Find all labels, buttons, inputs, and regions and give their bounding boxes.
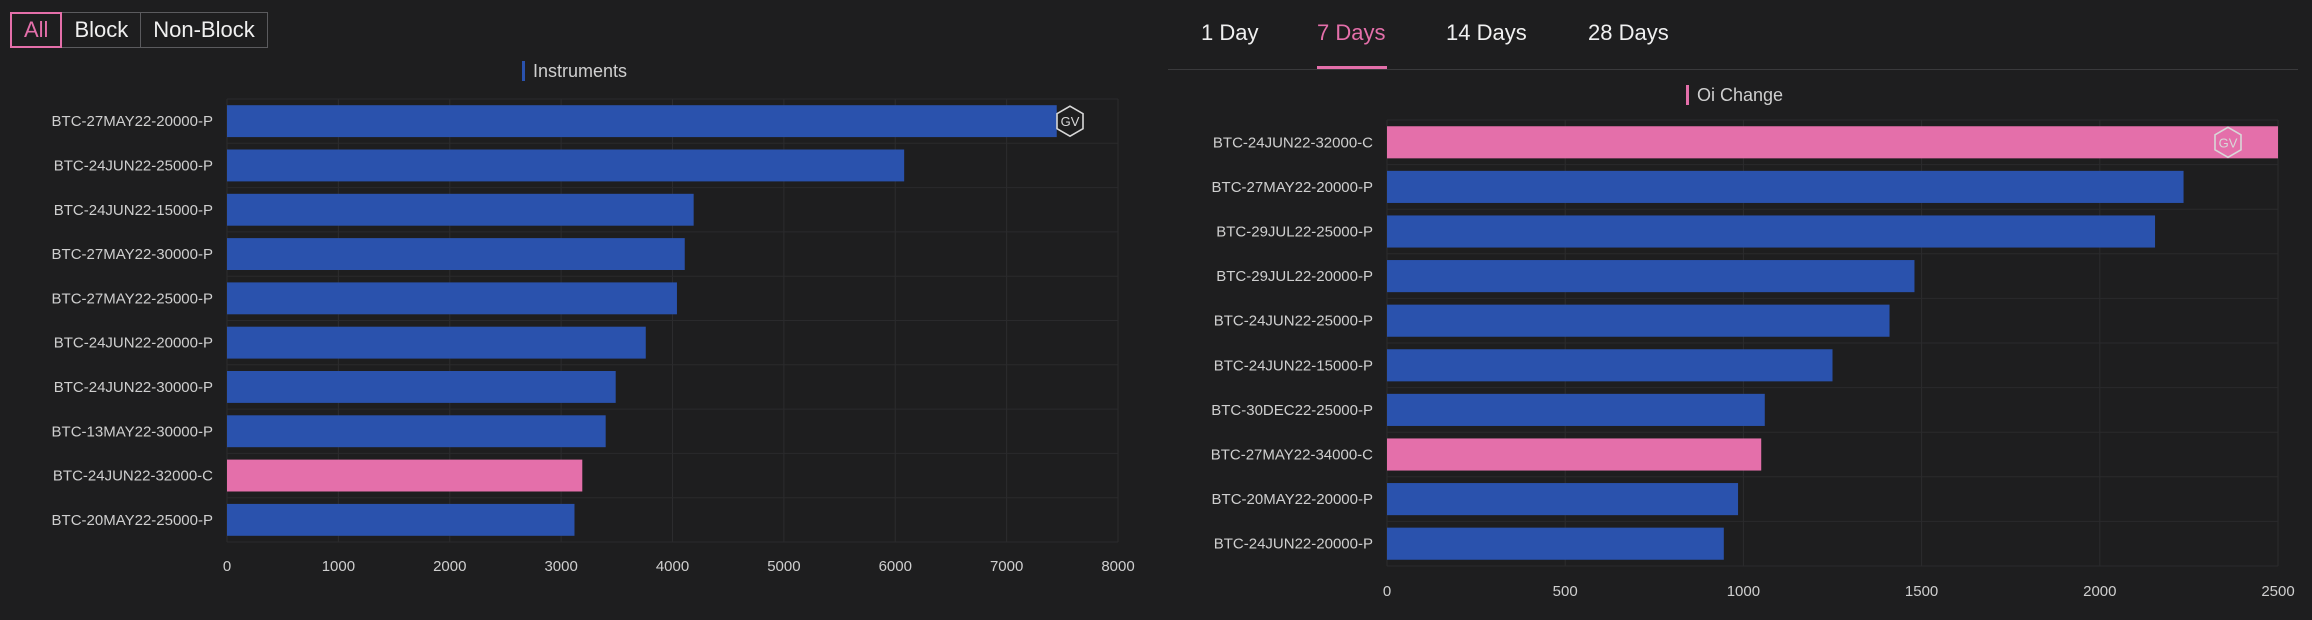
filter-block-button[interactable]: Block bbox=[61, 12, 142, 48]
bar bbox=[1387, 438, 1762, 471]
legend-swatch bbox=[1686, 85, 1689, 105]
x-tick-label: 6000 bbox=[879, 558, 912, 575]
bar bbox=[1387, 527, 1724, 560]
category-label: BTC-24JUN22-32000-C bbox=[1213, 134, 1373, 151]
bar bbox=[1387, 349, 1833, 382]
legend-swatch bbox=[522, 61, 525, 81]
category-label: BTC-24JUN22-32000-C bbox=[53, 468, 213, 485]
svg-text:GV: GV bbox=[2219, 135, 2238, 150]
legend-label: Instruments bbox=[533, 61, 627, 81]
filter-non-block-button[interactable]: Non-Block bbox=[140, 12, 268, 48]
bar bbox=[227, 459, 583, 492]
x-tick-label: 0 bbox=[1383, 583, 1391, 600]
category-label: BTC-20MAY22-20000-P bbox=[1212, 491, 1373, 508]
bar bbox=[1387, 170, 2184, 203]
category-label: BTC-24JUN22-15000-P bbox=[54, 202, 213, 219]
gv-logo-icon: GV bbox=[1056, 105, 1084, 138]
bar bbox=[227, 282, 677, 315]
x-tick-label: 2000 bbox=[433, 558, 466, 575]
category-label: BTC-24JUN22-20000-P bbox=[54, 335, 213, 352]
category-label: BTC-29JUL22-20000-P bbox=[1216, 268, 1373, 285]
bar bbox=[1387, 126, 2278, 159]
category-label: BTC-27MAY22-30000-P bbox=[52, 246, 213, 263]
bar bbox=[1387, 393, 1765, 426]
category-label: BTC-24JUN22-20000-P bbox=[1214, 536, 1373, 553]
x-tick-label: 8000 bbox=[1101, 558, 1134, 575]
category-label: BTC-13MAY22-30000-P bbox=[52, 423, 213, 440]
bar bbox=[227, 193, 694, 226]
bar bbox=[1387, 260, 1915, 293]
filter-all-button[interactable]: All bbox=[10, 12, 63, 48]
bar bbox=[227, 326, 646, 359]
legend-label: Oi Change bbox=[1697, 85, 1783, 105]
bar bbox=[227, 105, 1057, 138]
bar bbox=[1387, 215, 2156, 248]
svg-text:GV: GV bbox=[1061, 114, 1080, 129]
tab-7-days[interactable]: 7 Days bbox=[1317, 20, 1386, 45]
x-tick-label: 4000 bbox=[656, 558, 689, 575]
chart-legend: Oi Change bbox=[1686, 85, 1783, 105]
bar bbox=[227, 371, 616, 403]
category-label: BTC-27MAY22-34000-C bbox=[1211, 447, 1373, 464]
category-label: BTC-29JUL22-25000-P bbox=[1216, 224, 1373, 241]
x-tick-label: 7000 bbox=[990, 558, 1023, 575]
x-tick-label: 1500 bbox=[1905, 583, 1938, 600]
category-label: BTC-30DEC22-25000-P bbox=[1211, 402, 1373, 419]
category-label: BTC-24JUN22-25000-P bbox=[54, 157, 213, 174]
tab-1-day[interactable]: 1 Day bbox=[1201, 20, 1259, 45]
period-tabs: 1 Day 7 Days 14 Days 28 Days bbox=[1168, 0, 2298, 70]
bar bbox=[227, 238, 685, 270]
bar bbox=[1387, 483, 1739, 516]
category-label: BTC-20MAY22-25000-P bbox=[52, 512, 213, 529]
category-label: BTC-24JUN22-30000-P bbox=[54, 379, 213, 396]
x-tick-label: 3000 bbox=[544, 558, 577, 575]
instruments-bar-chart: Instruments BTC-27MAY22-20000-P BTC-24JUN2… bbox=[52, 61, 1135, 575]
chart-legend: Instruments bbox=[522, 61, 627, 81]
category-label: BTC-27MAY22-25000-P bbox=[52, 290, 213, 307]
active-tab-indicator bbox=[1317, 66, 1387, 69]
category-label: BTC-24JUN22-25000-P bbox=[1214, 313, 1373, 330]
tab-14-days[interactable]: 14 Days bbox=[1446, 20, 1527, 45]
x-tick-label: 2500 bbox=[2261, 583, 2294, 600]
tab-28-days[interactable]: 28 Days bbox=[1588, 20, 1669, 45]
x-tick-label: 1000 bbox=[1727, 583, 1760, 600]
gv-logo-icon: GV bbox=[2214, 126, 2242, 159]
x-tick-label: 500 bbox=[1553, 583, 1578, 600]
x-tick-label: 5000 bbox=[767, 558, 800, 575]
x-tick-label: 2000 bbox=[2083, 583, 2116, 600]
bar bbox=[1387, 304, 1890, 337]
category-label: BTC-27MAY22-20000-P bbox=[1212, 179, 1373, 196]
category-label: BTC-24JUN22-15000-P bbox=[1214, 357, 1373, 374]
bar bbox=[227, 149, 905, 182]
trade-type-filter: All Block Non-Block bbox=[10, 12, 268, 48]
x-tick-label: 0 bbox=[223, 558, 231, 575]
bar bbox=[227, 415, 606, 448]
x-tick-label: 1000 bbox=[322, 558, 355, 575]
category-label: BTC-27MAY22-20000-P bbox=[52, 113, 213, 130]
bar bbox=[227, 503, 575, 536]
